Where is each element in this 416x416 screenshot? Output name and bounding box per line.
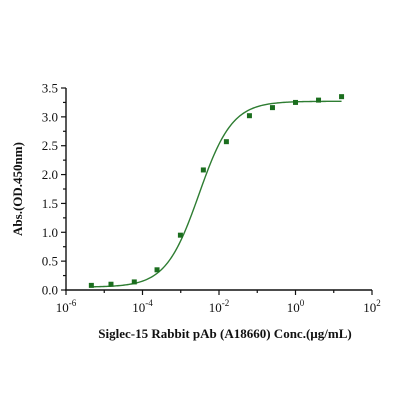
data-points <box>88 94 345 288</box>
data-point <box>154 267 160 273</box>
data-point <box>269 105 275 111</box>
data-point <box>88 282 94 288</box>
x-axis-title: Siglec-15 Rabbit pAb (A18660) Conc.(µg/m… <box>98 326 351 341</box>
plot-area <box>88 94 345 288</box>
x-tick-label: 102 <box>363 298 381 315</box>
x-tick-label: 100 <box>287 298 305 315</box>
data-point <box>316 97 322 103</box>
data-point <box>200 167 206 173</box>
x-axis-ticks: 10-6 10-4 10-2 100 102 <box>56 290 381 315</box>
data-point <box>177 232 183 238</box>
fit-curve <box>91 100 342 288</box>
y-axis-title: Abs.(OD.450nm) <box>10 142 25 236</box>
y-tick-label: 0.0 <box>42 283 58 298</box>
x-tick-label: 10-6 <box>56 298 77 315</box>
data-point <box>108 281 114 287</box>
data-point <box>293 99 298 105</box>
data-point <box>246 113 252 119</box>
y-axis-ticks: 0.0 0.5 1.0 1.5 2.0 2.5 3.0 3.5 <box>42 81 66 298</box>
data-point <box>223 139 229 145</box>
y-tick-label: 2.5 <box>42 138 58 153</box>
data-point <box>131 279 137 285</box>
y-tick-label: 1.0 <box>42 225 58 240</box>
y-tick-label: 0.5 <box>42 254 58 269</box>
y-tick-label: 3.5 <box>42 81 58 96</box>
y-tick-label: 2.0 <box>42 167 58 182</box>
data-point <box>339 94 345 100</box>
x-tick-label: 10-4 <box>132 298 153 315</box>
y-tick-label: 3.0 <box>42 109 58 124</box>
x-tick-label: 10-2 <box>209 298 230 315</box>
y-tick-label: 1.5 <box>42 196 58 211</box>
